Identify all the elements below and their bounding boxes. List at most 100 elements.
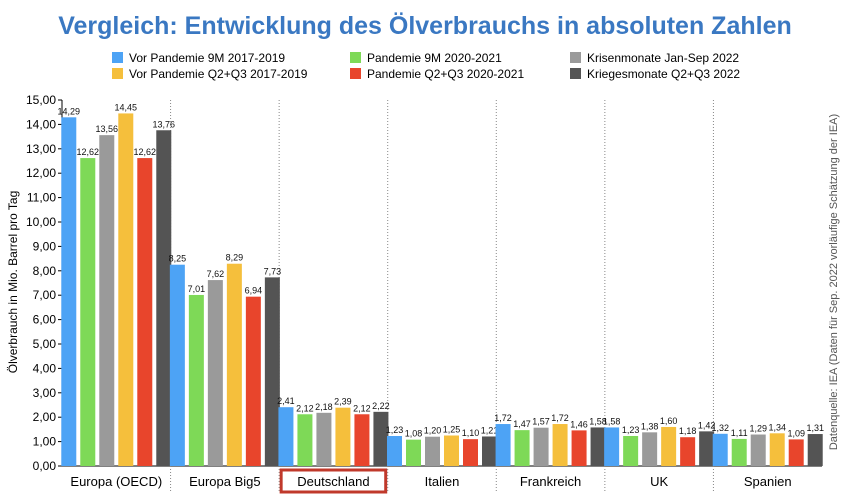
data-label: 1,25: [443, 425, 461, 435]
data-label: 1,60: [660, 416, 678, 426]
y-tick-label: 12,00: [26, 166, 56, 180]
bar: [514, 430, 530, 466]
y-tick-label: 13,00: [26, 142, 56, 156]
data-label: 14,45: [115, 102, 138, 112]
highlight-box: [279, 468, 388, 494]
legend-label: Vor Pandemie Q2+Q3 2017-2019: [129, 67, 308, 81]
data-label: 7,62: [207, 269, 225, 279]
data-label: 6,94: [245, 286, 263, 296]
chart-legend: Vor Pandemie 9M 2017-2019 Vor Pandemie Q2…: [112, 51, 740, 81]
y-tick-label: 1,00: [33, 435, 57, 449]
bar: [661, 426, 677, 466]
category-label: Spanien: [744, 474, 792, 489]
data-label: 13,56: [96, 124, 119, 134]
bar: [99, 135, 115, 467]
data-label: 1,58: [603, 416, 621, 426]
category-label: Frankreich: [520, 474, 581, 489]
bar: [188, 294, 204, 466]
bar: [552, 424, 568, 466]
legend-label: Vor Pandemie 9M 2017-2019: [129, 51, 285, 65]
y-tick-label: 2,00: [33, 410, 57, 424]
y-tick-label: 4,00: [33, 361, 57, 375]
bar: [731, 438, 747, 466]
category-label: Italien: [425, 474, 460, 489]
chart-title: Vergleich: Entwicklung des Ölverbrauchs …: [58, 11, 792, 40]
bar: [297, 414, 313, 466]
bar: [533, 427, 549, 466]
y-tick-label: 8,00: [33, 264, 57, 278]
bar: [335, 407, 351, 466]
bar: [590, 427, 606, 466]
chart-axes: 0,00 1,00 2,00 3,00 4,00 5,00 6,00 7,00 8,00 9,00…: [26, 93, 822, 494]
legend-label: Pandemie Q2+Q3 2020-2021: [367, 67, 524, 81]
y-tick-label: 6,00: [33, 313, 57, 327]
bar: [264, 277, 280, 466]
data-label: 1,46: [570, 419, 588, 429]
bar: [316, 412, 332, 466]
data-label: 2,22: [372, 401, 390, 411]
y-axis-title: Ölverbrauch in Mio. Barrel pro Tag: [6, 191, 20, 374]
data-label: 1,72: [551, 413, 569, 423]
y-tick-label: 10,00: [26, 215, 56, 229]
bar: [769, 433, 785, 466]
data-label: 8,25: [169, 254, 187, 264]
bar: [207, 280, 223, 466]
bar: [712, 433, 728, 466]
data-label: 1,08: [405, 429, 423, 439]
legend-swatch: [350, 68, 361, 79]
data-label: 12,62: [134, 147, 157, 157]
y-tick-label: 3,00: [33, 386, 57, 400]
bar: [788, 439, 804, 466]
bar: [680, 437, 696, 466]
bar: [226, 263, 242, 466]
source-note: Datenquelle: IEA (Daten für Sep. 2022 vo…: [828, 114, 840, 450]
data-label: 1,21: [481, 425, 499, 435]
data-label: 1,18: [679, 426, 697, 436]
bar: [373, 411, 389, 466]
bar: [425, 436, 440, 466]
bar: [604, 427, 620, 466]
data-label: 1,47: [513, 419, 531, 429]
data-label: 1,58: [589, 416, 607, 426]
bar: [642, 432, 658, 466]
legend-swatch: [570, 52, 581, 63]
category-label: UK: [650, 474, 668, 489]
bar: [482, 436, 497, 466]
data-label: 12,62: [77, 147, 100, 157]
data-label: 1,57: [532, 417, 550, 427]
y-tick-label: 0,00: [33, 459, 57, 473]
bar: [495, 424, 511, 466]
bar: [750, 434, 766, 466]
data-label: 14,29: [58, 106, 81, 116]
legend-swatch: [350, 52, 361, 63]
data-label: 2,12: [353, 403, 371, 413]
bar: [118, 113, 134, 467]
data-label: 1,23: [622, 425, 640, 435]
bar: [699, 431, 715, 466]
data-label: 1,10: [462, 428, 480, 438]
bar: [61, 117, 77, 466]
chart-bars: 14,2912,6213,5614,4512,6213,768,257,017,…: [58, 102, 824, 467]
y-tick-label: 9,00: [33, 239, 57, 253]
data-label: 1,29: [749, 424, 767, 434]
data-label: 7,73: [264, 266, 282, 276]
data-label: 1,32: [711, 423, 729, 433]
bar: [807, 434, 823, 466]
bar: [387, 435, 402, 466]
bar: [406, 439, 421, 466]
bar: [571, 430, 587, 466]
data-label: 1,09: [787, 428, 805, 438]
bar: [623, 435, 639, 466]
bar: [354, 414, 370, 466]
legend-label: Kriegesmonate Q2+Q3 2022: [587, 67, 740, 81]
data-label: 1,23: [386, 425, 404, 435]
bar: [80, 158, 96, 466]
y-tick-label: 15,00: [26, 93, 56, 107]
data-label: 1,11: [731, 428, 748, 438]
bar: [278, 407, 294, 466]
bar: [137, 158, 153, 466]
data-label: 8,29: [226, 253, 244, 263]
bar: [245, 296, 261, 466]
category-label: Europa Big5: [189, 474, 261, 489]
